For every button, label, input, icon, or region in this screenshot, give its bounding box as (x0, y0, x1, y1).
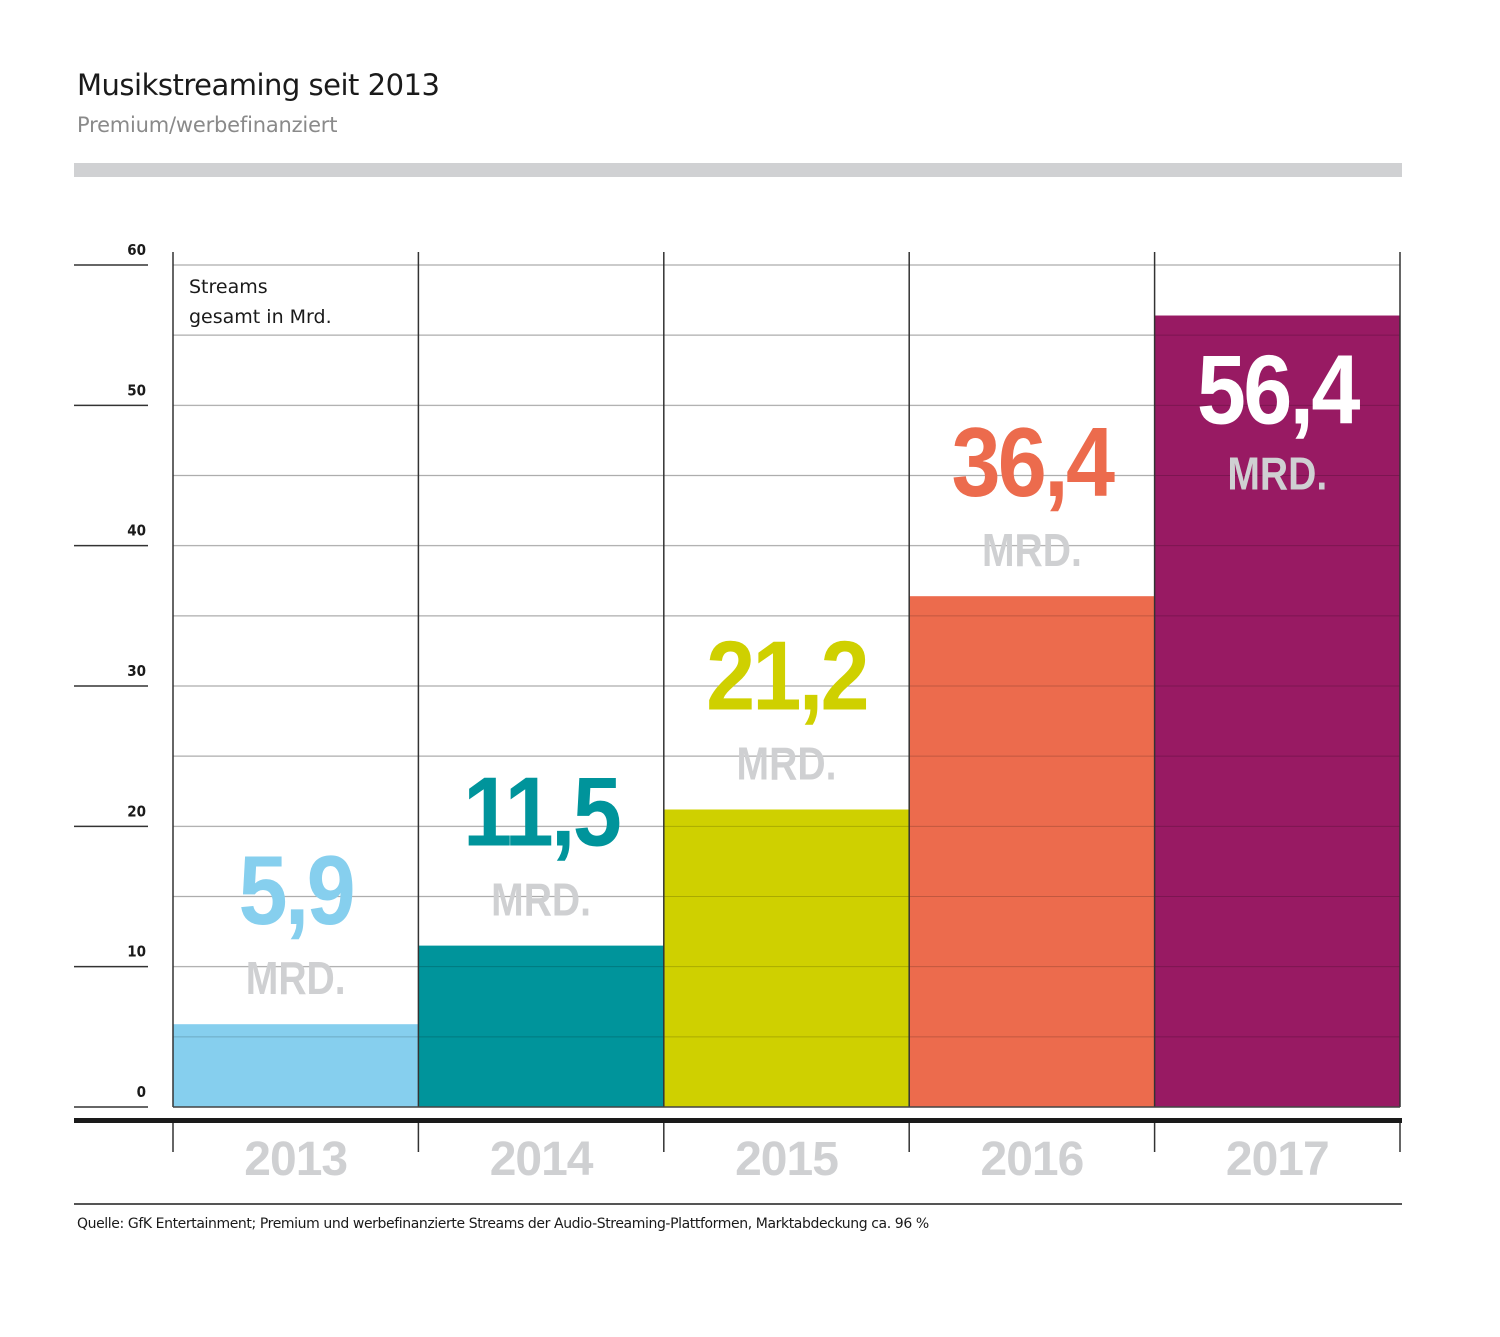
x-axis-line (74, 1118, 1402, 1123)
y-axis-label-line-2: gesamt in Mrd. (189, 306, 332, 328)
bars (173, 315, 1400, 1107)
y-axis-label-line-1: Streams (189, 276, 268, 298)
y-axis: 0 10 20 30 40 50 60 (74, 241, 148, 1108)
value-label: 5,9 (238, 836, 353, 945)
gridlines-over-bars (173, 264, 1400, 1038)
bar-2016 (909, 596, 1155, 1107)
unit-label: MRD. (1227, 449, 1327, 501)
chart-title: Musikstreaming seit 2013 (77, 68, 440, 102)
value-label: 11,5 (463, 757, 620, 866)
source-note: Quelle: GfK Entertainment; Premium und w… (77, 1216, 929, 1232)
y-tick-label: 60 (127, 241, 146, 259)
x-category-label: 2013 (244, 1133, 347, 1186)
x-category-label: 2015 (735, 1133, 838, 1186)
unit-label: MRD. (737, 739, 837, 791)
footer-divider (74, 1203, 1402, 1205)
unit-label: MRD. (491, 875, 591, 927)
column-dividers (172, 252, 1401, 1108)
y-tick-label: 10 (127, 943, 146, 961)
value-label: 56,4 (1197, 335, 1361, 444)
x-category-label: 2017 (1226, 1133, 1329, 1186)
bar-2013 (173, 1024, 419, 1107)
unit-label: MRD. (246, 953, 346, 1005)
x-category-label: 2016 (981, 1133, 1084, 1186)
y-tick-label: 20 (127, 802, 146, 820)
bar-2014 (418, 945, 664, 1107)
y-tick-label: 0 (137, 1083, 146, 1101)
y-tick-label: 30 (127, 662, 146, 680)
x-axis: 2013 2014 2015 2016 2017 (74, 1118, 1402, 1186)
unit-label: MRD. (982, 525, 1082, 577)
x-category-label: 2014 (490, 1133, 594, 1186)
bar-2015 (663, 809, 910, 1107)
chart-subtitle: Premium/werbefinanziert (77, 113, 338, 137)
value-label: 36,4 (951, 408, 1115, 517)
y-tick-label: 50 (127, 381, 146, 399)
value-label: 21,2 (706, 621, 867, 730)
header-band (74, 163, 1402, 177)
bar-2017 (1154, 315, 1400, 1107)
y-tick-label: 40 (127, 522, 146, 540)
